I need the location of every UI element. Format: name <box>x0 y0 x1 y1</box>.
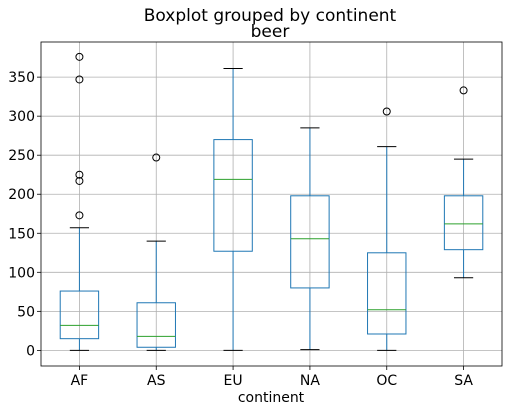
iqr-box <box>136 302 176 348</box>
y-tick-label: 350 <box>8 70 35 86</box>
x-tick-label: EU <box>224 373 243 389</box>
flier-point <box>75 176 84 185</box>
x-tick-label: AF <box>71 373 89 389</box>
y-tick-label: 300 <box>8 109 35 125</box>
box-group-sa <box>443 86 484 279</box>
box-group-na <box>290 127 330 351</box>
flier-point <box>75 170 84 179</box>
boxes <box>59 52 484 351</box>
flier-point <box>75 75 84 84</box>
x-tick-label: SA <box>454 373 473 389</box>
flier-point <box>75 52 84 61</box>
flier-point <box>152 153 161 162</box>
y-tick-label: 200 <box>8 187 35 203</box>
iqr-box <box>290 195 330 289</box>
y-tick-label: 150 <box>8 226 35 242</box>
x-tick-label: NA <box>300 373 320 389</box>
flier-point <box>75 211 84 220</box>
box-group-af <box>59 52 100 351</box>
grid <box>41 42 502 366</box>
y-tick-label: 50 <box>17 304 35 320</box>
x-tick-label: OC <box>376 373 397 389</box>
x-axis-label: continent <box>238 390 305 406</box>
iqr-box <box>443 195 484 251</box>
ticks: 0 50 100 150 200 250 300 350 AF AS EU NA OC SA <box>8 70 473 389</box>
flier-point <box>459 86 468 95</box>
chart-title: beer <box>251 22 290 42</box>
chart-suptitle: Boxplot grouped by continent <box>144 6 397 26</box>
box-group-as <box>136 153 176 351</box>
y-tick-label: 0 <box>26 343 35 359</box>
box-group-eu <box>213 68 253 351</box>
y-tick-label: 250 <box>8 148 35 164</box>
box-group-oc <box>367 107 407 351</box>
plot-frame <box>40 41 503 367</box>
x-tick-label: AS <box>147 373 166 389</box>
iqr-box <box>213 139 253 252</box>
iqr-box <box>367 252 407 335</box>
flier-point <box>382 107 391 116</box>
iqr-box <box>59 290 100 340</box>
y-tick-label: 100 <box>8 265 35 281</box>
